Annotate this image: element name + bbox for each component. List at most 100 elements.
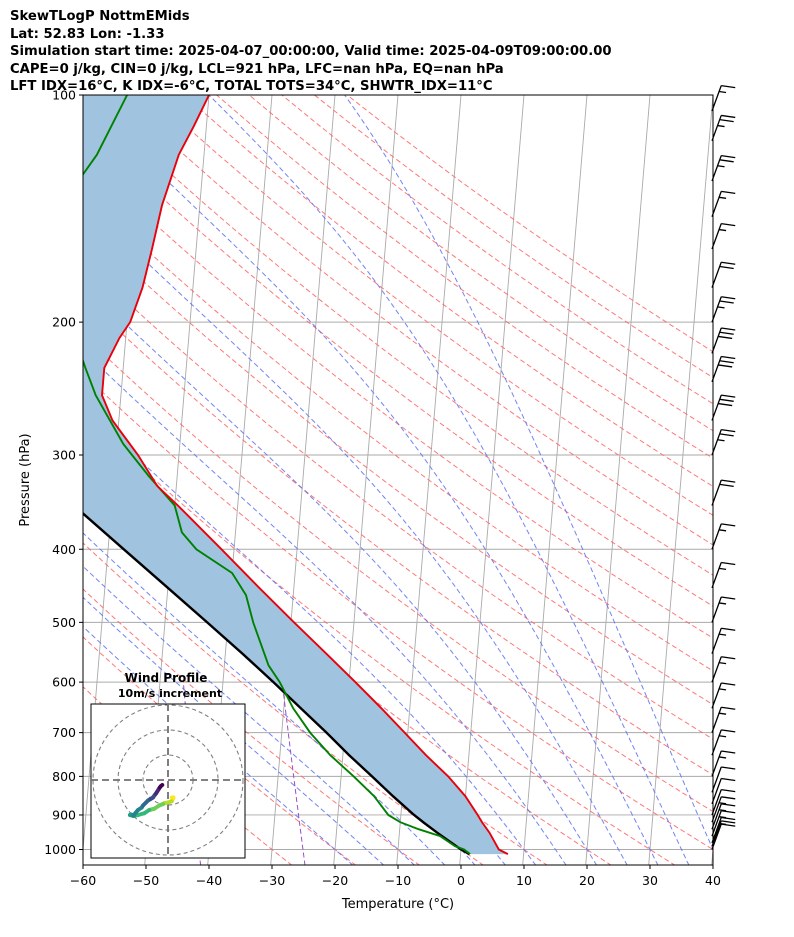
wind-barb	[711, 656, 736, 683]
barb-staff	[711, 766, 722, 793]
hodograph-subtitle: 10m/s increment	[118, 687, 222, 700]
dry-adiabat	[83, 224, 713, 706]
barb-flag	[721, 190, 736, 195]
dry-adiabat	[83, 588, 421, 865]
wind-barb	[711, 596, 736, 623]
barb-flag	[721, 561, 736, 566]
y-axis-label: Pressure (hPa)	[18, 433, 33, 526]
barb-flag	[721, 803, 736, 807]
barb-flag	[719, 360, 734, 364]
y-tick-label: 400	[52, 542, 76, 557]
barb-half-flag	[718, 602, 727, 605]
shaded-region	[83, 95, 508, 855]
barb-flag	[721, 355, 736, 360]
dry-adiabat	[83, 123, 713, 607]
wind-barb	[711, 296, 736, 323]
hodograph-title: Wind Profile	[125, 671, 208, 685]
barb-half-flag	[718, 735, 727, 738]
barb-staff	[711, 803, 722, 830]
barb-half-flag	[717, 306, 725, 309]
barb-half-flag	[717, 439, 725, 442]
wind-barb	[711, 84, 736, 112]
barb-flag	[719, 119, 734, 123]
wind-barb	[711, 766, 736, 793]
wind-barb	[711, 627, 736, 654]
barb-staff	[711, 479, 722, 506]
barb-staff	[711, 682, 722, 709]
moist-adiabat	[83, 625, 354, 865]
barb-half-flag	[718, 529, 727, 532]
profile-lines	[83, 95, 509, 856]
barb-flag	[719, 300, 734, 304]
hodograph-segment	[159, 783, 165, 788]
barb-staff	[711, 778, 722, 805]
barb-flag	[721, 261, 736, 265]
isotherm	[522, 95, 588, 865]
barb-flag	[719, 331, 734, 335]
barb-half-flag	[718, 809, 727, 812]
barb-staff	[711, 85, 722, 112]
barb-staff	[711, 820, 722, 847]
barb-flag	[721, 706, 736, 710]
barb-half-flag	[718, 228, 727, 232]
barb-flag	[721, 627, 736, 631]
barb-flag	[721, 729, 736, 733]
dry-adiabat-lines	[83, 95, 713, 865]
barb-half-flag	[718, 688, 727, 691]
parcel-line	[83, 511, 470, 856]
wind-barb	[711, 428, 736, 456]
barb-half-flag	[718, 633, 727, 636]
y-tick-label: 600	[52, 675, 76, 690]
moist-adiabat	[344, 95, 713, 851]
wind-barbs	[711, 84, 736, 850]
x-tick-label: −30	[259, 873, 285, 888]
times-line: Simulation start time: 2025-04-07_00:00:…	[10, 44, 612, 59]
isotherm	[648, 95, 713, 865]
barb-half-flag	[718, 196, 727, 199]
barb-staff	[711, 562, 722, 589]
chart-title: SkewTLogP NottmEMids	[10, 9, 190, 24]
barb-staff	[711, 789, 722, 816]
barb-staff	[711, 796, 722, 823]
barb-flag	[721, 479, 736, 483]
barb-half-flag	[718, 822, 727, 826]
y-axis-ticks: 1000 900 800 700 600 500 400 300 200 100	[44, 88, 83, 857]
x-tick-label: −50	[133, 873, 159, 888]
barb-staff	[711, 223, 722, 250]
barb-flag	[721, 788, 736, 793]
wind-barb	[711, 803, 736, 830]
barb-flag	[721, 777, 736, 782]
wind-barb	[711, 261, 736, 288]
moist-adiabat	[83, 98, 659, 865]
plot-area	[0, 95, 713, 865]
barb-half-flag	[717, 124, 725, 128]
barb-staff	[711, 817, 722, 844]
barb-half-flag	[718, 662, 727, 665]
wind-barb	[711, 479, 736, 506]
barb-flag	[718, 335, 733, 340]
barb-staff	[711, 429, 722, 456]
wind-barb	[711, 729, 736, 756]
dewpoint-line	[83, 95, 471, 855]
barb-staff	[711, 628, 722, 654]
wind-barb	[711, 561, 736, 589]
barb-staff	[711, 729, 722, 756]
barb-flag	[719, 483, 734, 487]
barb-staff	[711, 707, 722, 733]
y-tick-label: 500	[52, 615, 76, 630]
y-tick-label: 200	[52, 315, 76, 330]
x-tick-label: 10	[516, 873, 532, 888]
wind-barb	[711, 810, 736, 837]
isotherm	[0, 95, 20, 865]
barb-flag	[721, 682, 736, 686]
x-axis-label: Temperature (°C)	[341, 897, 454, 912]
wind-barb	[711, 750, 736, 777]
barb-flag	[721, 810, 736, 814]
dry-adiabat	[150, 95, 713, 516]
barb-flag	[721, 114, 736, 119]
barb-flag	[721, 596, 736, 600]
barb-staff	[711, 191, 722, 217]
isotherm	[459, 95, 525, 865]
barb-flag	[721, 296, 736, 300]
cape-shading	[83, 95, 508, 855]
